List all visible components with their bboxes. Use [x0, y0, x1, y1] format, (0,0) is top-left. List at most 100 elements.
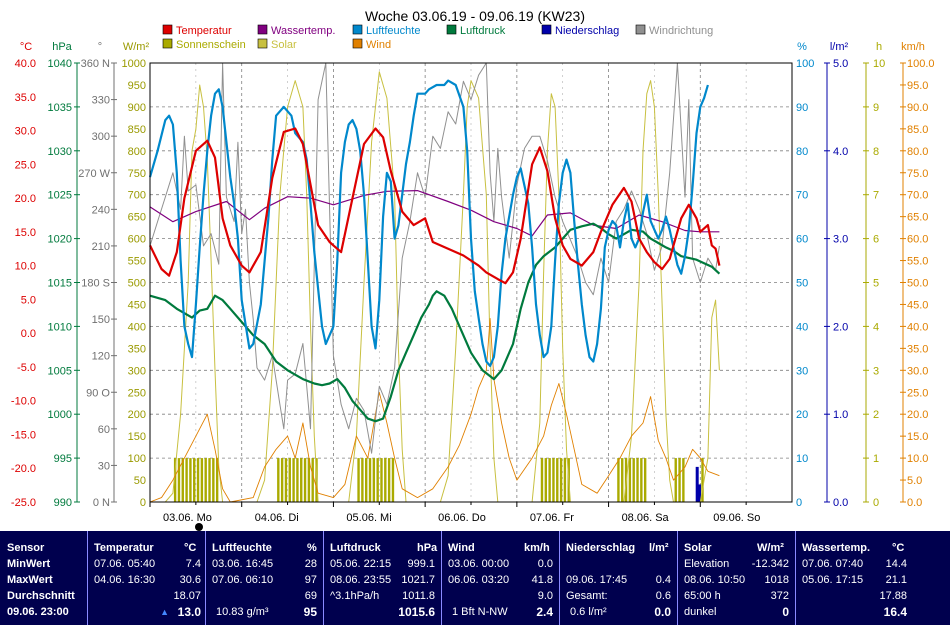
sunshine-bar — [189, 458, 192, 502]
pressure-current-value: 1015.6 — [398, 605, 435, 619]
axis-tick-label: 50.0 — [907, 278, 928, 290]
axis-tick-label: 1015 — [48, 278, 72, 290]
axis-tick-label: 350 — [128, 343, 146, 355]
precip-column: Niederschlag l/m² 09.06. 17:45 0.4 Gesam… — [560, 531, 677, 625]
wind-avg-value: 9.0 — [537, 590, 553, 602]
axis-tick-label: 800 — [128, 146, 146, 158]
axis-tick-label: 20.0 — [15, 193, 36, 205]
x-tick-label: 04.06. Di — [255, 512, 299, 524]
axis-tick-label: 30 — [796, 365, 808, 377]
water-temp-column: Wassertemp. °C 07.06. 07:40 14.4 05.06. … — [796, 531, 913, 625]
humidity-max-value: 97 — [304, 574, 317, 586]
pressure-max-time: 08.06. 23:55 — [330, 574, 392, 586]
legend-label: Luftfeuchte — [366, 25, 420, 37]
stats-panel: Sensor MinWert MaxWert Durchschnitt 09.0… — [0, 531, 950, 625]
solar-column: Solar W/m² Elevation -12.342 08.06. 10:5… — [678, 531, 795, 625]
legend-swatch — [257, 24, 268, 35]
axis-tick-label: -5.0 — [17, 362, 36, 374]
axis-tick-label: 10.0 — [15, 261, 36, 273]
legend-swatch — [352, 24, 363, 35]
axis-tick-label: 80.0 — [907, 146, 928, 158]
sunshine-bar — [200, 458, 204, 502]
axis-tick-label: 25.0 — [907, 387, 928, 399]
temperature-unit: °C — [184, 542, 197, 554]
axis-tick-label: 0 — [796, 497, 802, 509]
pressure-trend: ^3.1hPa/h — [330, 590, 380, 602]
axis-tick-label: -25.0 — [11, 497, 36, 509]
column-separator — [677, 531, 678, 625]
axis-tick-label: 150 — [92, 314, 110, 326]
water-temp-unit: °C — [892, 542, 905, 554]
series-lines — [148, 62, 721, 503]
solar-current-value: 0 — [782, 605, 789, 619]
axis-tick-label: 5 — [873, 278, 879, 290]
axis-tick-label: 90 O — [86, 387, 110, 399]
legend-label: Niederschlag — [555, 25, 619, 37]
sunshine-bar — [682, 458, 685, 502]
pressure-min-value: 999.1 — [407, 558, 435, 570]
axis-tick-label: 50 — [796, 278, 808, 290]
axis-tick-label: 30.0 — [907, 365, 928, 377]
axis-tick-label: 40.0 — [907, 321, 928, 333]
axis-tick-label: 0.0 — [833, 497, 848, 509]
sunshine-bar — [556, 458, 559, 502]
sunshine-bar — [678, 458, 681, 502]
wind-header: Wind — [448, 542, 475, 554]
column-separator — [87, 531, 88, 625]
legend-swatch — [541, 24, 552, 35]
sunshine-bar — [300, 458, 303, 502]
sunshine-bar — [193, 458, 196, 502]
x-tick-label: 05.06. Mi — [346, 512, 391, 524]
axis-tick-label: 3.0 — [833, 234, 848, 246]
axis-tick-label: 15.0 — [15, 227, 36, 239]
x-tick-label: 06.06. Do — [438, 512, 486, 524]
axis-tick-label: 6 — [873, 234, 879, 246]
legend-label: Temperatur — [176, 25, 232, 37]
sunshine-bar — [563, 458, 567, 502]
axis-tick-label: 240 — [92, 204, 110, 216]
sunshine-bar — [357, 458, 360, 502]
axis-tick-label: 400 — [128, 321, 146, 333]
sensor-min-label: MinWert — [7, 558, 51, 570]
axis-tick-label: 40 — [796, 321, 808, 333]
precip-header: Niederschlag — [566, 542, 636, 554]
wind-max-time: 06.06. 03:20 — [448, 574, 510, 586]
axis-tick-label: 50 — [134, 475, 146, 487]
solar-state-label: dunkel — [684, 606, 717, 618]
axis-tick-label: 65.0 — [907, 212, 928, 224]
sunshine-bar — [196, 458, 200, 502]
temperature-min-time: 07.06. 05:40 — [94, 558, 156, 570]
series-line-temperatur — [149, 127, 721, 285]
axis-tick-label: -15.0 — [11, 429, 36, 441]
legend-label: Wind — [366, 39, 391, 51]
humidity-absolute: 10.83 g/m³ — [216, 606, 269, 618]
column-separator — [323, 531, 324, 625]
temperature-max-time: 04.06. 16:30 — [94, 574, 156, 586]
legend: Temperatur Wassertemp. Luftfeuchte Luftdruc… — [162, 24, 713, 51]
axis-tick-label: 5.0 — [833, 58, 848, 70]
sensor-header: Sensor — [7, 542, 45, 554]
axis-tick-label: 120 — [92, 351, 110, 363]
water-temp-max-value: 21.1 — [885, 574, 907, 586]
axis-tick-label: 0.0 — [907, 497, 922, 509]
axis-tick-label: 70.0 — [907, 190, 928, 202]
temperature-column: Temperatur °C 07.06. 05:40 7.4 04.06. 16… — [88, 531, 205, 625]
solar-elevation-value: -12.342 — [751, 558, 789, 570]
axis-unit-label: W/m² — [123, 41, 150, 53]
axis-tick-label: -10.0 — [11, 396, 36, 408]
sunshine-bar — [632, 458, 635, 502]
temperature-min-value: 7.4 — [185, 558, 201, 570]
legend-label: Solar — [271, 39, 297, 51]
axis-tick-label: 450 — [128, 299, 146, 311]
axis-tick-label: 1035 — [48, 102, 72, 114]
axis-tick-label: 360 N — [81, 58, 110, 70]
sunshine-bar — [643, 458, 647, 502]
axis-tick-label: 40.0 — [15, 58, 36, 70]
pressure-column: Luftdruck hPa 05.06. 22:15 999.1 08.06. … — [324, 531, 441, 625]
sunshine-bar — [636, 458, 639, 502]
legend-label: Windrichtung — [649, 25, 713, 37]
precip-current-value: 0.0 — [654, 605, 671, 619]
axis-tick-label: 60 — [796, 234, 808, 246]
sunshine-bar — [387, 458, 391, 502]
sunshine-bar — [277, 458, 280, 502]
